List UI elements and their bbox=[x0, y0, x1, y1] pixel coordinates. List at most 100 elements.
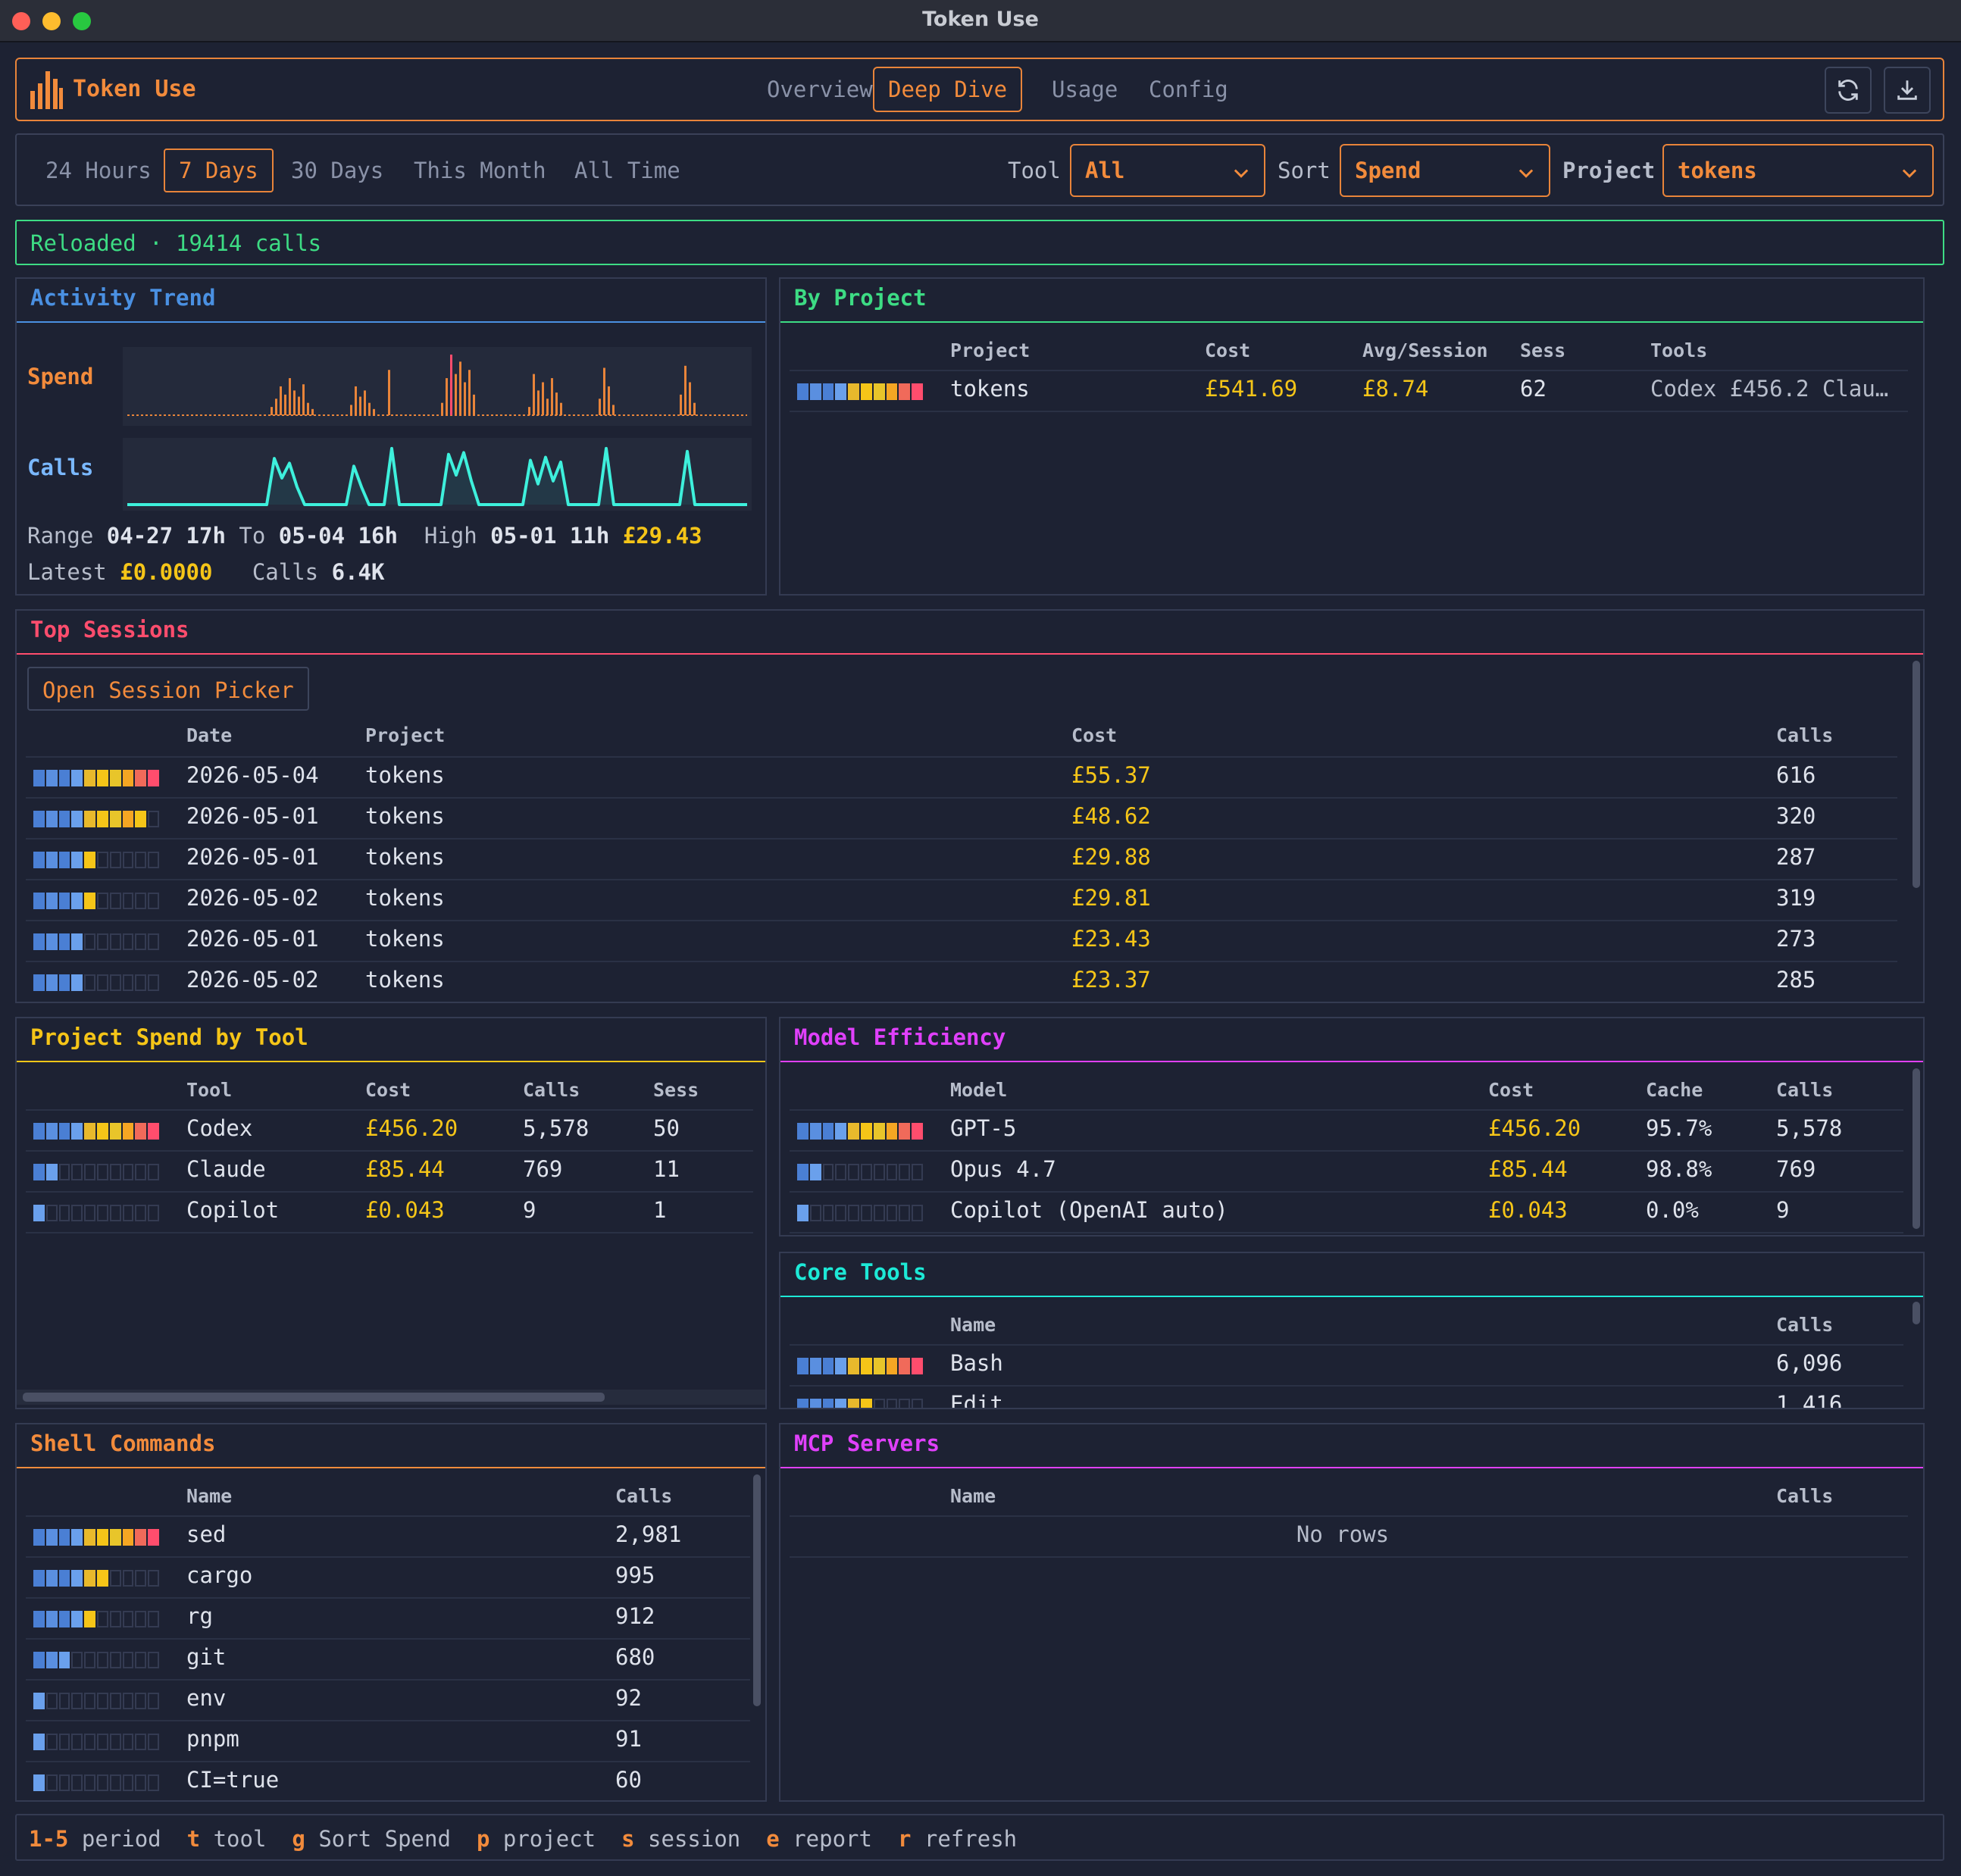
spend-bar-mark bbox=[307, 402, 309, 415]
shortcut-label: Sort Spend bbox=[318, 1826, 451, 1852]
period-30-days[interactable]: 30 Days bbox=[291, 158, 384, 183]
model-scrollbar[interactable] bbox=[1913, 1068, 1920, 1229]
col-model[interactable]: Model bbox=[950, 1079, 1008, 1101]
row-divider bbox=[790, 411, 1908, 412]
col-date[interactable]: Date bbox=[186, 724, 233, 746]
spend-bar-mark bbox=[551, 378, 553, 415]
shortcut-g[interactable]: g Sort Spend bbox=[292, 1826, 451, 1852]
core-tools-scrollbar[interactable] bbox=[1913, 1302, 1920, 1324]
col-cost[interactable]: Cost bbox=[1205, 339, 1251, 361]
col-calls[interactable]: Calls bbox=[615, 1485, 673, 1507]
shortcut-r[interactable]: r refresh bbox=[898, 1826, 1017, 1852]
download-button[interactable] bbox=[1884, 67, 1931, 114]
cell-date: 2026-05-01 bbox=[186, 926, 319, 952]
tab-deep-dive[interactable]: Deep Dive bbox=[873, 67, 1023, 112]
shortcut-1-5[interactable]: 1-5 period bbox=[29, 1826, 161, 1852]
cell-project: tokens bbox=[365, 967, 445, 993]
col-sess[interactable]: Sess bbox=[1520, 339, 1566, 361]
shortcut-e[interactable]: e report bbox=[766, 1826, 872, 1852]
col-name[interactable]: Name bbox=[950, 1485, 996, 1507]
spend-bar-mark bbox=[680, 394, 682, 415]
shell-scrollbar[interactable] bbox=[753, 1474, 761, 1706]
cell-calls: 320 bbox=[1776, 803, 1816, 829]
cell-calls: 9 bbox=[1776, 1197, 1790, 1223]
col-project[interactable]: Project bbox=[950, 339, 1031, 361]
shell-commands-panel: Shell Commands Name Calls sed 2,981 cargo 9… bbox=[15, 1423, 767, 1802]
tab-usage[interactable]: Usage bbox=[1052, 77, 1118, 102]
cell-project: tokens bbox=[365, 926, 445, 952]
cell-calls: 5,578 bbox=[523, 1115, 590, 1141]
spend-bar-mark bbox=[537, 390, 540, 415]
period-this-month[interactable]: This Month bbox=[414, 158, 546, 183]
cell-calls: 9 bbox=[523, 1197, 536, 1223]
zoom-window-button[interactable] bbox=[73, 12, 91, 30]
empty-state: No rows bbox=[1296, 1521, 1390, 1547]
spend-bar-mark bbox=[364, 390, 366, 415]
col-calls[interactable]: Calls bbox=[523, 1079, 580, 1101]
row-divider bbox=[26, 797, 1897, 799]
cell-project: tokens bbox=[365, 762, 445, 788]
cell-cost: £29.88 bbox=[1071, 844, 1151, 870]
row-divider bbox=[26, 1720, 750, 1721]
col-name[interactable]: Name bbox=[186, 1485, 233, 1507]
period-7-days[interactable]: 7 Days bbox=[164, 149, 274, 192]
col-calls[interactable]: Calls bbox=[1776, 1079, 1834, 1101]
row-divider bbox=[790, 1232, 1903, 1233]
sessions-scrollbar[interactable] bbox=[1913, 661, 1920, 888]
high-at: 05-01 11h bbox=[490, 523, 610, 549]
cell-date: 2026-05-01 bbox=[186, 803, 319, 829]
sort-select[interactable]: Spend bbox=[1340, 144, 1550, 197]
col-cost[interactable]: Cost bbox=[1488, 1079, 1534, 1101]
spend-bar-mark bbox=[350, 405, 352, 415]
shortcut-p[interactable]: p project bbox=[477, 1826, 596, 1852]
high-label: High bbox=[424, 523, 477, 549]
shortcut-key: p bbox=[476, 1826, 490, 1852]
model-efficiency-title: Model Efficiency bbox=[794, 1024, 1006, 1050]
cell-tool: Claude bbox=[186, 1156, 266, 1182]
cell-calls: 5,578 bbox=[1776, 1115, 1843, 1141]
project-select[interactable]: tokens bbox=[1662, 144, 1934, 197]
col-avg-session[interactable]: Avg/Session bbox=[1362, 339, 1488, 361]
tab-overview[interactable]: Overview bbox=[767, 77, 873, 102]
spend-label: Spend bbox=[27, 364, 94, 389]
row-divider bbox=[790, 1191, 1903, 1193]
open-session-picker-button[interactable]: Open Session Picker bbox=[27, 667, 309, 711]
spend-bar-mark bbox=[271, 407, 273, 415]
header-divider bbox=[790, 370, 1908, 371]
period-24-hours[interactable]: 24 Hours bbox=[45, 158, 152, 183]
col-calls[interactable]: Calls bbox=[1776, 1485, 1834, 1507]
col-cost[interactable]: Cost bbox=[1071, 724, 1118, 746]
shortcut-t[interactable]: t tool bbox=[187, 1826, 267, 1852]
col-tool[interactable]: Tool bbox=[186, 1079, 233, 1101]
tab-config[interactable]: Config bbox=[1149, 77, 1228, 102]
period-all-time[interactable]: All Time bbox=[574, 158, 680, 183]
by-project-divider bbox=[780, 321, 1923, 323]
shortcut-label: period bbox=[81, 1826, 161, 1852]
tool-select[interactable]: All bbox=[1070, 144, 1265, 197]
cell-project: tokens bbox=[365, 844, 445, 870]
spend-bar-mark bbox=[560, 402, 562, 415]
row-divider bbox=[26, 961, 1897, 962]
spend-bar-mark bbox=[533, 374, 535, 415]
col-calls[interactable]: Calls bbox=[1776, 1314, 1834, 1336]
col-tools[interactable]: Tools bbox=[1650, 339, 1708, 361]
col-calls[interactable]: Calls bbox=[1776, 724, 1834, 746]
spend-bar-mark bbox=[603, 367, 605, 415]
cell-project: tokens bbox=[365, 885, 445, 911]
close-window-button[interactable] bbox=[12, 12, 30, 30]
row-divider bbox=[790, 1385, 1903, 1387]
high-value: £29.43 bbox=[622, 523, 702, 549]
by-project-panel: By Project Project Cost Avg/Session Sess… bbox=[779, 277, 1925, 596]
cell-name: Bash bbox=[950, 1350, 1003, 1376]
col-cache[interactable]: Cache bbox=[1646, 1079, 1703, 1101]
shortcut-label: report bbox=[793, 1826, 872, 1852]
shortcut-s[interactable]: s session bbox=[621, 1826, 740, 1852]
col-cost[interactable]: Cost bbox=[365, 1079, 411, 1101]
minimize-window-button[interactable] bbox=[42, 12, 61, 30]
horizontal-scrollbar[interactable] bbox=[23, 1393, 605, 1402]
col-sess[interactable]: Sess bbox=[653, 1079, 699, 1101]
col-name[interactable]: Name bbox=[950, 1314, 996, 1336]
project-select-value: tokens bbox=[1678, 158, 1757, 183]
refresh-button[interactable] bbox=[1825, 67, 1872, 114]
col-project[interactable]: Project bbox=[365, 724, 446, 746]
